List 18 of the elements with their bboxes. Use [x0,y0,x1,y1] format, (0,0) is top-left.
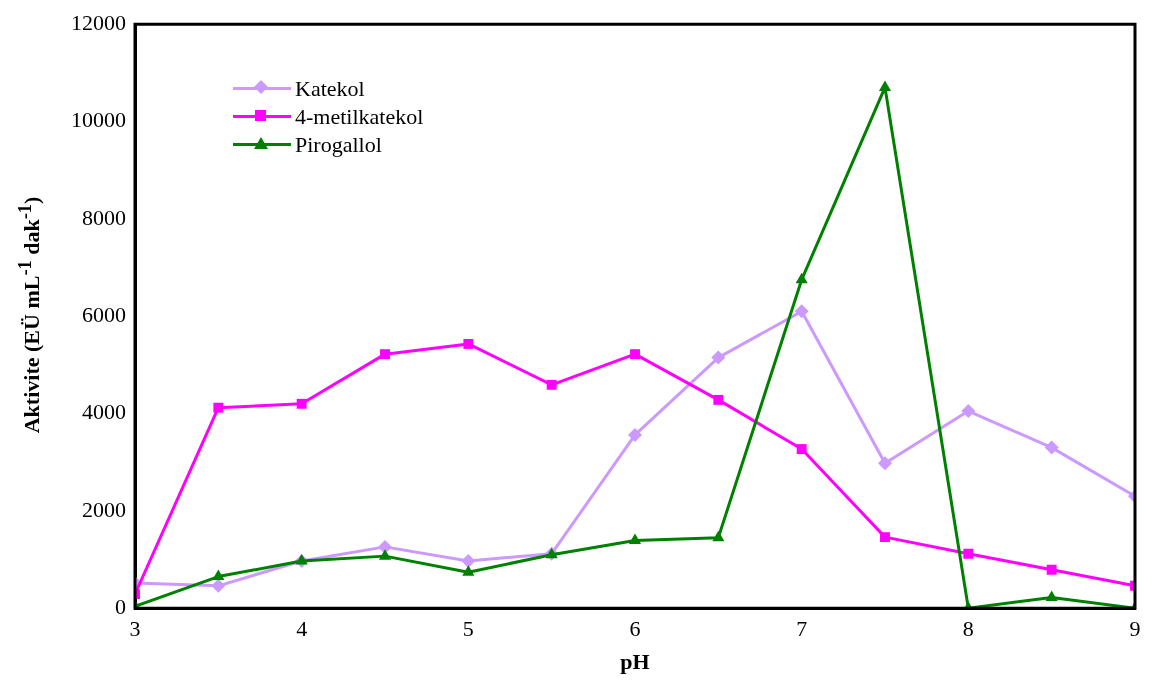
x-tick-label: 3 [129,616,141,642]
y-tick-label: 6000 [82,301,126,327]
y-tick-label: 8000 [82,204,126,230]
y-tick-label: 4000 [82,399,126,425]
x-axis-title: pH [620,649,650,675]
y-tick-label: 2000 [82,496,126,522]
y-tick-label: 12000 [71,9,126,35]
x-tick-label: 6 [629,616,641,642]
x-tick-label: 7 [796,616,808,642]
x-tick-label: 4 [296,616,308,642]
x-tick-label: 8 [962,616,974,642]
y-tick-label: 10000 [71,107,126,133]
legend-label: Pirogallol [294,132,383,159]
x-tick-label: 9 [1129,616,1141,642]
x-tick-label: 5 [462,616,474,642]
y-tick-label: 0 [115,593,126,619]
legend-label: 4-metilkatekol [295,104,424,129]
legend-label: Katekol [295,76,365,101]
